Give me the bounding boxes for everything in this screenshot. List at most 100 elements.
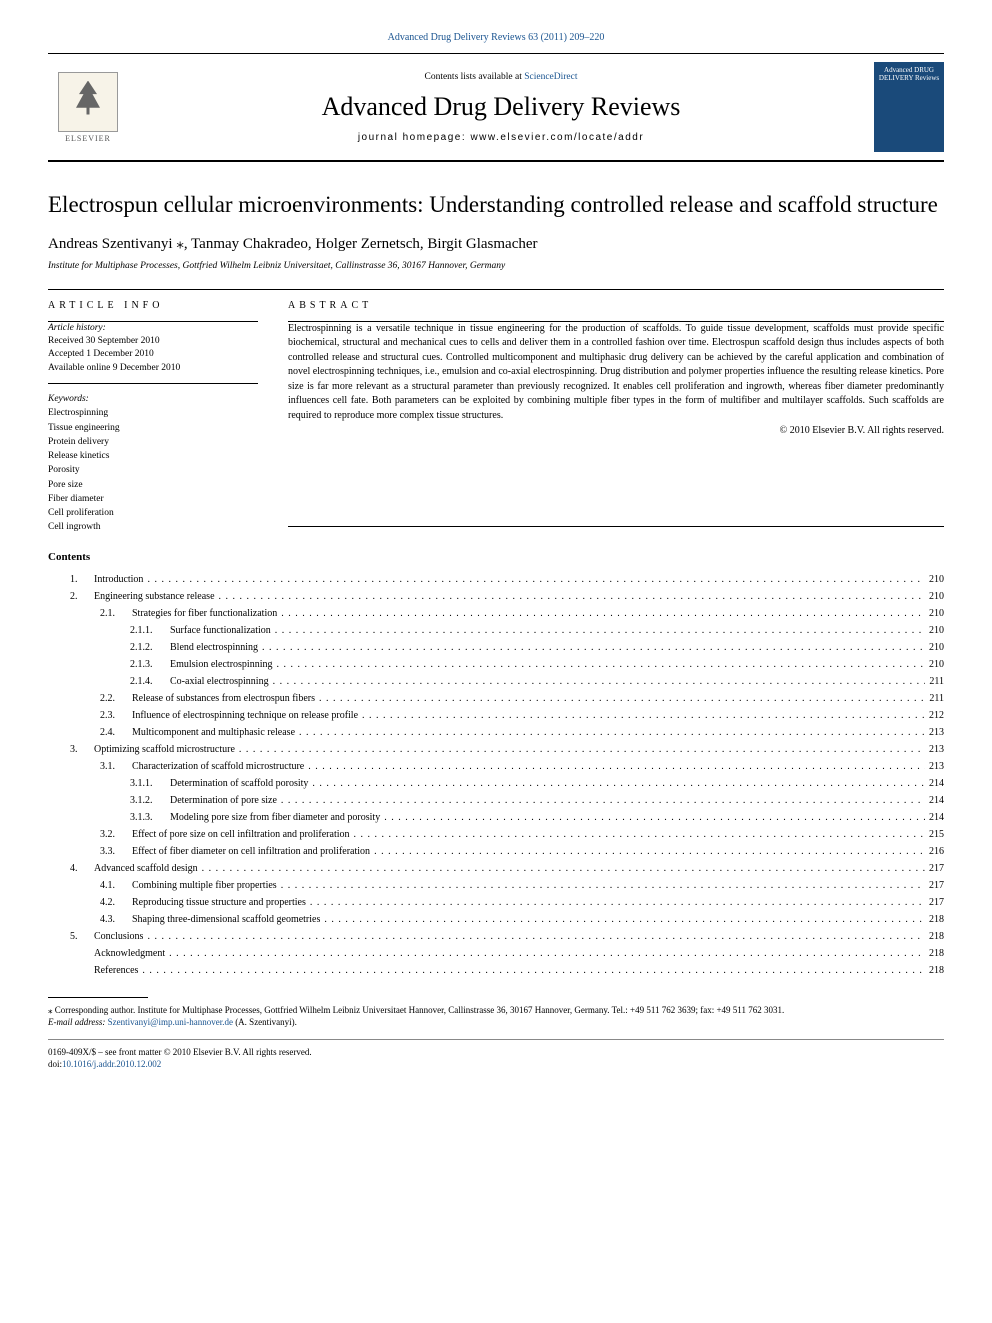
keyword-item: Electrospinning — [48, 406, 258, 420]
toc-leader-dots — [354, 826, 925, 843]
toc-leader-dots — [374, 843, 925, 860]
toc-row[interactable]: 2.1.1.Surface functionalization210 — [48, 622, 944, 639]
toc-leader-dots — [273, 673, 926, 690]
toc-row[interactable]: 2.4.Multicomponent and multiphasic relea… — [48, 724, 944, 741]
toc-row[interactable]: 2.1.Strategies for fiber functionalizati… — [48, 605, 944, 622]
toc-number: 3.2. — [100, 826, 128, 843]
sciencedirect-link[interactable]: ScienceDirect — [524, 72, 577, 82]
toc-title: Engineering substance release — [94, 588, 215, 605]
toc-number: 2.3. — [100, 707, 128, 724]
keyword-item: Fiber diameter — [48, 492, 258, 506]
toc-number: 3.1. — [100, 758, 128, 775]
toc-title: Release of substances from electrospun f… — [132, 690, 315, 707]
toc-page: 218 — [929, 928, 944, 945]
abstract-column: ABSTRACT Electrospinning is a versatile … — [288, 300, 944, 535]
toc-page: 216 — [929, 843, 944, 860]
toc-row[interactable]: 2.1.3.Emulsion electrospinning210 — [48, 656, 944, 673]
history-received: Received 30 September 2010 — [48, 335, 258, 348]
toc-title: Combining multiple fiber properties — [132, 877, 277, 894]
toc-title: Co-axial electrospinning — [170, 673, 269, 690]
doi-link[interactable]: 10.1016/j.addr.2010.12.002 — [62, 1059, 161, 1069]
authors-rest: , Tanmay Chakradeo, Holger Zernetsch, Bi… — [184, 236, 538, 252]
keyword-item: Release kinetics — [48, 449, 258, 463]
journal-name: Advanced Drug Delivery Reviews — [128, 92, 874, 122]
article-title: Electrospun cellular microenvironments: … — [48, 190, 944, 220]
toc-page: 215 — [929, 826, 944, 843]
toc-number: 3. — [70, 741, 90, 758]
toc-leader-dots — [219, 588, 925, 605]
homepage-label: journal homepage: — [358, 132, 471, 143]
elsevier-label: ELSEVIER — [65, 134, 111, 143]
keyword-item: Porosity — [48, 463, 258, 477]
toc-row[interactable]: 2.2.Release of substances from electrosp… — [48, 690, 944, 707]
toc-row[interactable]: 3.1.Characterization of scaffold microst… — [48, 758, 944, 775]
toc-row[interactable]: 4.1.Combining multiple fiber properties2… — [48, 877, 944, 894]
toc-number: 2. — [70, 588, 90, 605]
toc-number: 3.1.3. — [130, 809, 166, 826]
toc-page: 210 — [929, 639, 944, 656]
keywords-head: Keywords: — [48, 392, 258, 406]
toc-number: 2.4. — [100, 724, 128, 741]
toc-title: Determination of scaffold porosity — [170, 775, 308, 792]
corresponding-star-icon: ⁎ — [176, 236, 184, 252]
toc-row[interactable]: 3.1.3.Modeling pore size from fiber diam… — [48, 809, 944, 826]
toc-row[interactable]: 4.Advanced scaffold design217 — [48, 860, 944, 877]
toc-number: 4.2. — [100, 894, 128, 911]
keyword-item: Tissue engineering — [48, 421, 258, 435]
toc-leader-dots — [384, 809, 925, 826]
bottom-divider — [48, 1039, 944, 1040]
toc-number — [70, 962, 90, 979]
toc-page: 212 — [929, 707, 944, 724]
header-center: Contents lists available at ScienceDirec… — [128, 72, 874, 143]
toc-row[interactable]: 4.2.Reproducing tissue structure and pro… — [48, 894, 944, 911]
toc-page: 214 — [929, 792, 944, 809]
toc-row[interactable]: 3.1.2.Determination of pore size214 — [48, 792, 944, 809]
toc-page: 211 — [929, 673, 944, 690]
toc-page: 211 — [929, 690, 944, 707]
toc-title: Characterization of scaffold microstruct… — [132, 758, 304, 775]
toc-title: Advanced scaffold design — [94, 860, 198, 877]
toc-row[interactable]: 2.3.Influence of electrospinning techniq… — [48, 707, 944, 724]
toc-title: Introduction — [94, 571, 143, 588]
toc-leader-dots — [281, 605, 925, 622]
toc-title: Surface functionalization — [170, 622, 271, 639]
toc-leader-dots — [281, 792, 925, 809]
meta-row: ARTICLE INFO Article history: Received 3… — [48, 300, 944, 535]
toc-row[interactable]: 3.2.Effect of pore size on cell infiltra… — [48, 826, 944, 843]
toc-row[interactable]: 1.Introduction210 — [48, 571, 944, 588]
toc-leader-dots — [324, 911, 925, 928]
toc-row[interactable]: 2.Engineering substance release210 — [48, 588, 944, 605]
toc-leader-dots — [275, 622, 925, 639]
abstract-label: ABSTRACT — [288, 300, 944, 311]
toc-page: 210 — [929, 571, 944, 588]
email-link[interactable]: Szentivanyi@imp.uni-hannover.de — [108, 1017, 233, 1027]
toc-row[interactable]: 3.3.Effect of fiber diameter on cell inf… — [48, 843, 944, 860]
table-of-contents: 1.Introduction2102.Engineering substance… — [48, 571, 944, 979]
toc-number: 2.2. — [100, 690, 128, 707]
toc-page: 214 — [929, 809, 944, 826]
toc-title: Optimizing scaffold microstructure — [94, 741, 235, 758]
toc-row[interactable]: 5.Conclusions218 — [48, 928, 944, 945]
toc-number: 2.1.3. — [130, 656, 166, 673]
journal-homepage: journal homepage: www.elsevier.com/locat… — [128, 132, 874, 143]
toc-row[interactable]: 3.1.1.Determination of scaffold porosity… — [48, 775, 944, 792]
toc-row[interactable]: Acknowledgment218 — [48, 945, 944, 962]
abstract-text: Electrospinning is a versatile technique… — [288, 322, 944, 424]
toc-row[interactable]: 3.Optimizing scaffold microstructure213 — [48, 741, 944, 758]
toc-page: 218 — [929, 911, 944, 928]
keyword-item: Protein delivery — [48, 435, 258, 449]
homepage-url[interactable]: www.elsevier.com/locate/addr — [470, 132, 644, 143]
top-citation-link[interactable]: Advanced Drug Delivery Reviews 63 (2011)… — [48, 32, 944, 43]
history-accepted: Accepted 1 December 2010 — [48, 348, 258, 361]
keyword-item: Cell ingrowth — [48, 520, 258, 534]
toc-title: Influence of electrospinning technique o… — [132, 707, 358, 724]
toc-row[interactable]: 2.1.4.Co-axial electrospinning211 — [48, 673, 944, 690]
toc-row[interactable]: 2.1.2.Blend electrospinning210 — [48, 639, 944, 656]
toc-row[interactable]: References218 — [48, 962, 944, 979]
toc-row[interactable]: 4.3.Shaping three-dimensional scaffold g… — [48, 911, 944, 928]
toc-title: Multicomponent and multiphasic release — [132, 724, 295, 741]
elsevier-tree-icon — [58, 72, 118, 132]
toc-leader-dots — [277, 656, 926, 673]
toc-title: References — [94, 962, 138, 979]
toc-leader-dots — [142, 962, 925, 979]
